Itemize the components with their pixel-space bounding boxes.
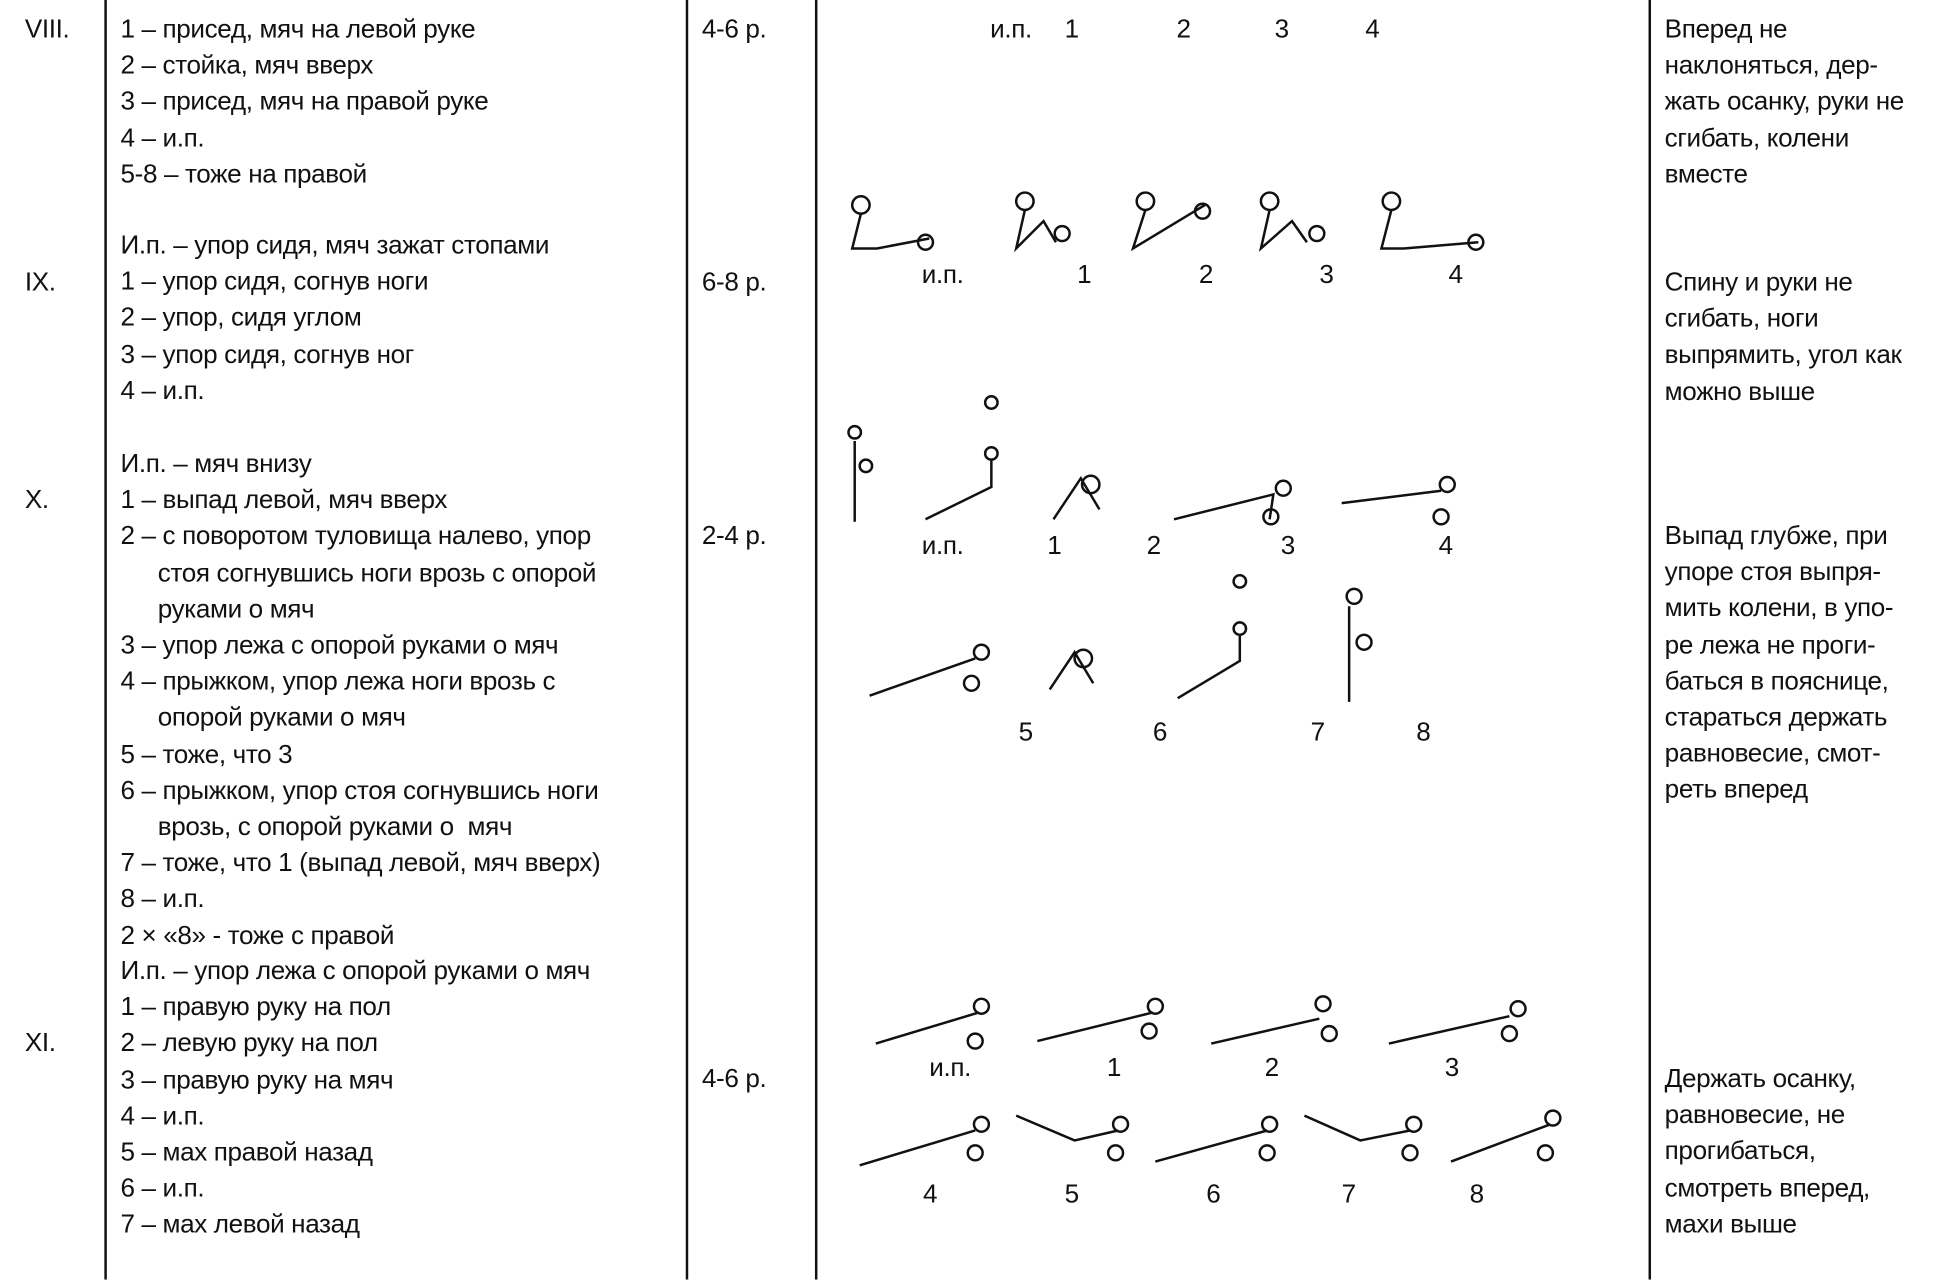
dosage: 6-8 р. — [701, 268, 767, 297]
exercise-line: 2 – упор, сидя углом — [120, 303, 362, 333]
figure-label: 1 — [1077, 260, 1092, 290]
dosage: 2-4 р. — [701, 521, 767, 551]
exercise-line: стоя согнувшись ноги врозь с опорой — [157, 558, 597, 588]
exercise-line: 5 – мах правой назад — [120, 1137, 374, 1167]
note-line: равновесие, не — [1664, 1100, 1846, 1130]
exercise-line: 6 – и.п. — [120, 1174, 205, 1203]
exercise-line: опорой руками о мяч — [157, 703, 406, 733]
figure-label: 2 — [1146, 531, 1162, 561]
note-line: сгибать, колени — [1664, 123, 1850, 153]
exercise-line: 2 – левую руку на пол — [120, 1029, 379, 1058]
note-line: упоре стоя выпря- — [1664, 558, 1881, 587]
exercise-line: И.п. – мяч внизу — [120, 449, 312, 479]
figure-label: 3 — [1274, 14, 1290, 44]
exercise-line: 3 – упор сидя, согнув ног — [120, 339, 415, 369]
dosage: 4-6 р. — [701, 1064, 767, 1094]
figure-label: 2 — [1176, 14, 1191, 44]
figure-label: и.п. — [990, 14, 1032, 44]
figure-label: 1 — [1047, 531, 1062, 561]
exercise-line: И.п. – упор сидя, мяч зажат стопами — [120, 231, 550, 260]
exercise-line: 3 – правую руку на мяч — [120, 1065, 394, 1094]
row-number: VIII. — [24, 14, 70, 44]
exercise-line: И.п. – упор лежа с опорой руками о мяч — [120, 956, 591, 986]
exercise-line: 1 – правую руку на пол — [120, 992, 392, 1022]
exercise-line: 3 – присед, мяч на правой руке — [120, 87, 489, 117]
exercise-line: 5 – тоже, что 3 — [120, 739, 293, 769]
figure-label: 2 — [1264, 1053, 1280, 1083]
note-line: наклоняться, дер- — [1664, 51, 1878, 80]
figure-label: 2 — [1198, 260, 1214, 290]
exercise-line: 1 – выпад левой, мяч вверх — [120, 485, 448, 515]
note-line: сгибать, ноги — [1664, 304, 1819, 334]
figure-label: 3 — [1319, 260, 1334, 290]
row-number: XI. — [24, 1028, 56, 1058]
note-line: Спину и руки не — [1664, 268, 1853, 297]
note-line: Держать осанку, — [1664, 1064, 1857, 1094]
exercise-line: врозь, с опорой руками о мяч — [157, 812, 513, 842]
exercise-line: 7 – мах левой назад — [120, 1210, 360, 1240]
figure-label: и.п. — [921, 531, 964, 561]
figure-label: 7 — [1310, 718, 1326, 747]
note-line: жать осанку, руки не — [1664, 87, 1905, 117]
exercise-line: 4 – и.п. — [120, 123, 205, 153]
exercise-line: 7 – тоже, что 1 (выпад левой, мяч вверх) — [120, 848, 601, 878]
figure-label: 4 — [923, 1180, 938, 1209]
note-line: махи выше — [1664, 1209, 1797, 1239]
exercise-line: 1 – присед, мяч на левой руке — [120, 14, 476, 44]
figure-label: 3 — [1444, 1053, 1460, 1083]
exercise-line: 4 – и.п. — [120, 376, 205, 405]
figure-label: 6 — [1152, 718, 1168, 747]
note-line: выпрямить, угол как — [1664, 340, 1902, 370]
figure-label: 5 — [1018, 718, 1034, 747]
exercise-line: 3 – упор лежа с опорой руками о мяч — [120, 631, 559, 660]
note-line: Выпад глубже, при — [1664, 521, 1888, 551]
row-number: IX. — [24, 268, 56, 297]
note-line: стараться держать — [1664, 703, 1888, 732]
exercise-line: 4 – прыжком, упор лежа ноги врозь с — [120, 667, 556, 696]
figure-label: 4 — [1448, 260, 1464, 290]
note-line: мить колени, в упо- — [1664, 594, 1894, 623]
exercise-line: 2 × «8» - тоже с правой — [120, 921, 395, 950]
row-number: X. — [24, 485, 49, 515]
note-line: вместе — [1664, 160, 1748, 189]
exercise-line: 6 – прыжком, упор стоя согнувшись ноги — [120, 776, 599, 805]
exercise-line: 5-8 – тоже на правой — [120, 160, 368, 189]
figure-label: 1 — [1106, 1053, 1122, 1083]
figure-label: 3 — [1280, 531, 1296, 561]
note-line: ре лежа не проги- — [1664, 630, 1876, 660]
figure-label: 6 — [1206, 1180, 1221, 1209]
stick-figures — [847, 191, 1562, 1167]
figure-label: 8 — [1469, 1180, 1485, 1209]
figure-label: и.п. — [921, 260, 964, 290]
figure-label: 7 — [1341, 1180, 1357, 1209]
figure-label: 4 — [1365, 14, 1380, 44]
figure-label: 8 — [1416, 718, 1431, 747]
exercise-line: 4 – и.п. — [120, 1101, 205, 1131]
note-line: реть вперед — [1664, 775, 1808, 805]
figure-label: 1 — [1064, 14, 1080, 44]
exercise-line: 2 – стойка, мяч вверх — [120, 51, 374, 80]
exercise-line: 8 – и.п. — [120, 885, 205, 914]
note-line: прогибаться, — [1664, 1137, 1816, 1166]
note-line: смотреть вперед, — [1664, 1173, 1871, 1203]
figure-label: 5 — [1064, 1180, 1080, 1209]
note-line: баться в пояснице, — [1664, 666, 1889, 696]
exercise-line: 1 – упор сидя, согнув ноги — [120, 267, 429, 296]
note-line: Вперед не — [1664, 14, 1788, 44]
note-line: можно выше — [1664, 377, 1815, 406]
figure-label: 4 — [1438, 531, 1454, 561]
figure-label: и.п. — [929, 1053, 971, 1083]
exercise-line: 2 – с поворотом туловища налево, упор — [120, 522, 592, 551]
note-line: равновесие, смот- — [1664, 739, 1881, 768]
exercise-line: руками о мяч — [157, 594, 315, 624]
dosage: 4-6 р. — [701, 14, 767, 44]
